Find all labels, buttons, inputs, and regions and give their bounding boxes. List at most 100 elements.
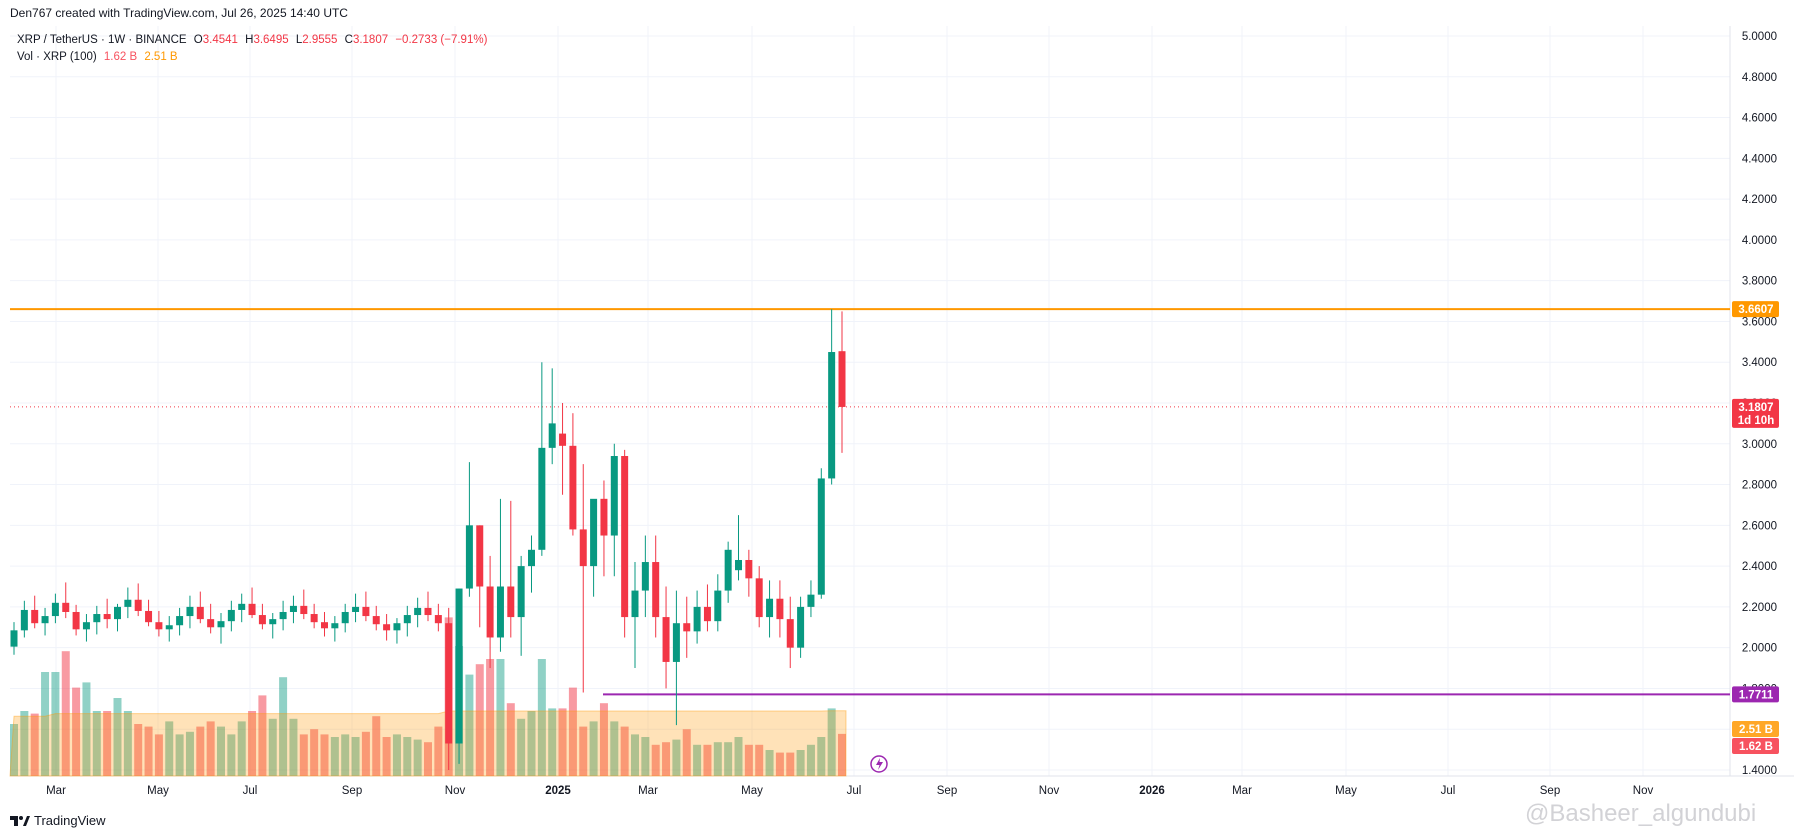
candle — [331, 616, 339, 642]
candle — [165, 616, 173, 642]
candle-body — [186, 606, 194, 617]
volume-label[interactable]: Vol · XRP (100) — [17, 51, 97, 63]
volume-bar — [113, 698, 122, 776]
price-tick-label: 4.8000 — [1742, 72, 1777, 84]
volume-bar — [154, 734, 163, 776]
tradingview-brand: TradingView — [34, 813, 106, 828]
candle-body — [227, 609, 235, 622]
candle — [321, 611, 328, 637]
candle — [300, 589, 308, 620]
volume-bar — [682, 729, 691, 776]
volume-bar — [61, 651, 70, 776]
candle-body — [10, 630, 18, 647]
volume-bar — [206, 721, 215, 776]
candle-body — [289, 605, 297, 612]
volume-current-label: 1.62 B — [1732, 738, 1779, 754]
time-tick-label: May — [147, 785, 169, 797]
candle — [776, 580, 784, 638]
candle-body — [672, 623, 680, 662]
candle-body — [372, 616, 380, 625]
candle-body — [134, 599, 142, 611]
candle — [227, 600, 235, 632]
time-tick-label: Jul — [243, 785, 258, 797]
candle-body — [362, 606, 370, 617]
candle — [114, 603, 121, 632]
volume-bar — [279, 677, 288, 776]
candle-body — [693, 606, 701, 632]
candle-body — [579, 529, 587, 567]
volume-bar — [413, 739, 422, 776]
volume-bar — [641, 737, 650, 776]
candle — [517, 555, 525, 656]
last-price-label-text: 3.1807 — [1738, 402, 1773, 414]
replay-lightning-icon[interactable] — [870, 755, 888, 773]
volume-bar — [434, 726, 443, 776]
volume-bar — [92, 711, 101, 776]
candle — [196, 591, 204, 624]
symbol-label[interactable]: XRP / TetherUS · 1W · BINANCE — [17, 34, 187, 46]
candle — [31, 595, 39, 629]
time-tick-label: 2026 — [1139, 785, 1165, 797]
candles — [10, 309, 846, 770]
candle — [124, 587, 132, 619]
volume-bar — [341, 734, 350, 776]
candle — [590, 498, 598, 597]
tradingview-footer[interactable]: TradingView — [10, 813, 106, 828]
candle — [610, 443, 618, 577]
time-tick-label: Mar — [638, 785, 658, 797]
candle — [641, 535, 649, 618]
candle — [559, 403, 567, 495]
volume-bar — [237, 721, 246, 776]
candle-body — [155, 622, 163, 630]
volume-bar — [651, 744, 660, 776]
volume-ma-label: 2.51 B — [1732, 721, 1779, 737]
candle — [383, 614, 391, 641]
candle-body — [383, 624, 391, 631]
volume-bar — [806, 744, 815, 776]
change-value: −0.2733 (−7.91%) — [395, 34, 488, 46]
volume-bar — [620, 726, 629, 776]
price-tick-label: 2.0000 — [1742, 643, 1777, 655]
volume-bar — [382, 737, 391, 776]
candle-body — [217, 621, 225, 628]
candle — [155, 610, 163, 637]
candle — [217, 613, 225, 644]
price-tick-label: 2.8000 — [1742, 480, 1777, 492]
volume-bar — [196, 726, 205, 776]
volume-bar — [610, 721, 619, 776]
horizontal-lines — [10, 308, 1730, 696]
candle-body — [631, 590, 639, 618]
chart-created-caption: Den767 created with TradingView.com, Jul… — [10, 6, 348, 20]
candle — [279, 600, 287, 631]
candle-body — [476, 525, 484, 587]
volume-bar — [185, 731, 194, 776]
candle-body — [838, 351, 846, 407]
support-price-label-text: 1.7711 — [1739, 689, 1774, 701]
volume-bar — [372, 716, 381, 776]
candle-body — [714, 590, 722, 622]
candle — [72, 604, 80, 636]
volume-bar — [734, 737, 743, 776]
candle-body — [528, 549, 535, 567]
candle — [621, 449, 629, 638]
candle-body — [331, 623, 339, 629]
candle-body — [31, 609, 39, 624]
candle-body — [486, 586, 494, 638]
candle — [51, 593, 59, 624]
volume-bar — [713, 742, 722, 776]
candle-body — [352, 606, 360, 612]
candle-body — [393, 623, 401, 631]
price-tick-label: 5.0000 — [1742, 31, 1777, 43]
volume-bar — [165, 721, 174, 776]
candle — [238, 593, 246, 623]
candle-body — [496, 586, 504, 638]
candle-body — [569, 445, 577, 530]
volume-bar — [775, 752, 784, 776]
time-tick-label: Sep — [342, 785, 362, 797]
volume-bar — [796, 750, 805, 776]
candle — [735, 515, 742, 581]
volume-bar — [103, 711, 112, 776]
candle-body — [548, 423, 556, 448]
candle — [693, 590, 701, 644]
